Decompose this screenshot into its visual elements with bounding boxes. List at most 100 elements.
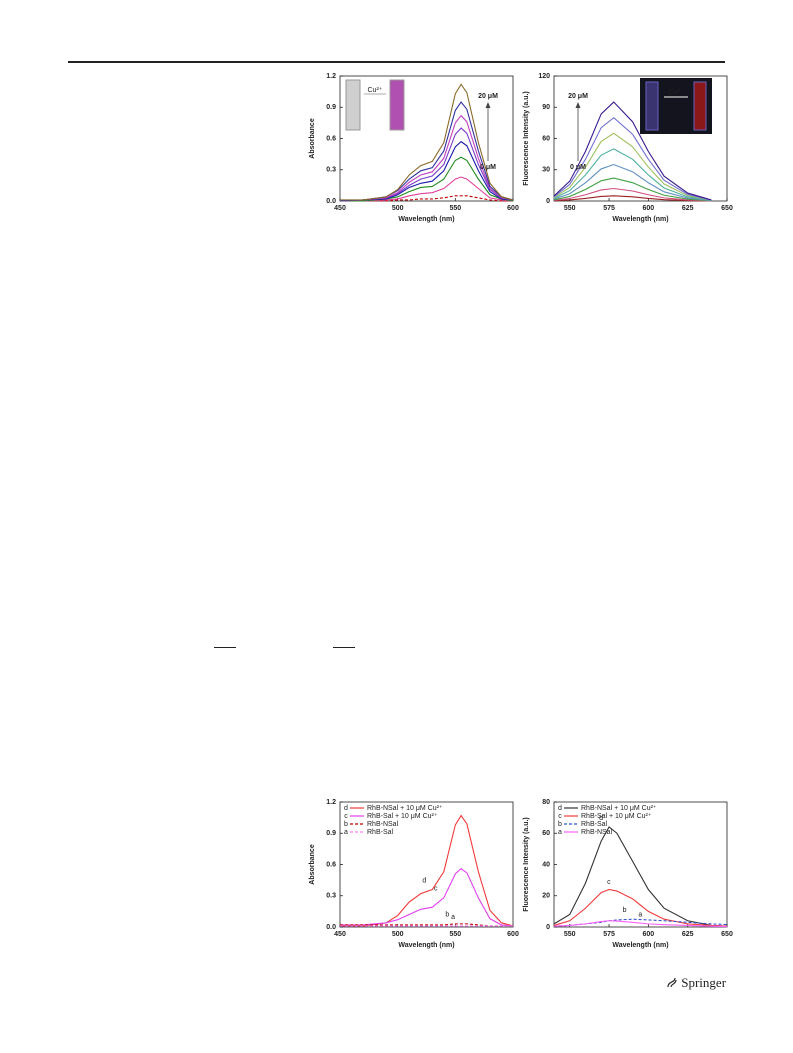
curve-label: b <box>623 907 627 914</box>
y-tick-label: 0 <box>546 924 550 931</box>
y-tick-label: 1.2 <box>326 73 336 80</box>
y-tick-label: 80 <box>542 799 550 806</box>
spectrum-line <box>553 101 712 201</box>
spectrum-line <box>553 826 728 927</box>
x-axis-label: Wavelength (nm) <box>398 216 454 223</box>
legend-letter: d <box>344 805 348 812</box>
legend-entry: RhB-Sal + 10 μM Cu²⁺ <box>367 813 438 820</box>
y-tick-label: 0.3 <box>326 893 336 900</box>
plot-frame <box>553 801 728 928</box>
spectrum-line <box>553 187 712 202</box>
y-axis-label: Fluorescence Intensity (a.u.) <box>523 91 530 186</box>
spectrum-line <box>553 888 728 927</box>
inset-vial <box>645 81 659 131</box>
spectrum-line <box>553 177 712 202</box>
x-tick-label: 500 <box>392 931 404 938</box>
curve-label: b <box>445 912 449 919</box>
spectrum-line <box>340 814 514 927</box>
x-tick-label: 600 <box>643 931 655 938</box>
spectrum-line <box>340 867 514 927</box>
y-tick-label: 0.0 <box>326 198 336 205</box>
curve-label: c <box>434 886 438 893</box>
y-tick-label: 0 <box>546 198 550 205</box>
x-tick-label: 550 <box>449 931 461 938</box>
publisher-logo: Springer <box>666 975 726 991</box>
annotation-arrowhead <box>485 102 491 108</box>
chart-absorbance-comparison: 450 500 550 600 0.0 0.3 0.6 0.9 1.2 Wavelength (n… <box>309 799 519 949</box>
y-tick-label: 20 <box>542 893 550 900</box>
legend-entry: RhB-NSal + 10 μM Cu²⁺ <box>581 805 657 812</box>
curve-label: c <box>607 879 611 886</box>
x-tick-label: 650 <box>721 931 733 938</box>
annotation: 0 μM <box>480 164 496 171</box>
spectrum-line <box>340 83 514 201</box>
curve-label: d <box>599 815 603 822</box>
legend-letter: a <box>344 829 348 836</box>
x-axis-label: Wavelength (nm) <box>612 216 668 223</box>
y-tick-label: 0.3 <box>326 167 336 174</box>
curve-label: a <box>638 912 642 919</box>
x-tick-label: 550 <box>564 931 576 938</box>
header-rule <box>68 61 725 63</box>
inset-vial <box>345 79 361 131</box>
x-tick-label: 450 <box>334 205 346 212</box>
publisher-name: Springer <box>681 975 727 990</box>
chart-fluorescence-comparison: 550 575 600 625 650 0 20 40 60 80 Wavelength (nm) F… <box>523 799 733 949</box>
legend-entry: RhB-NSal <box>367 821 399 828</box>
legend-entry: RhB-Sal <box>581 821 608 828</box>
legend-letter: b <box>558 821 562 828</box>
x-tick-label: 600 <box>643 205 655 212</box>
spectrum-line <box>553 148 712 202</box>
x-tick-label: 625 <box>682 931 694 938</box>
y-axis-label: Absorbance <box>309 844 316 885</box>
x-tick-label: 450 <box>334 931 346 938</box>
y-tick-label: 30 <box>542 167 550 174</box>
spectrum-line <box>340 195 513 202</box>
inset-label: Cu²⁺ <box>368 87 383 94</box>
legend-letter: b <box>344 821 348 828</box>
spectrum-line <box>553 918 728 927</box>
x-tick-label: 500 <box>392 205 404 212</box>
legend-entry: RhB-NSal + 10 μM Cu²⁺ <box>367 805 443 812</box>
legend-entry: RhB-NSal <box>581 829 613 836</box>
x-tick-label: 600 <box>507 931 519 938</box>
annotation: 20 μM <box>478 93 498 100</box>
spectrum-line <box>339 140 514 202</box>
y-tick-label: 0.0 <box>326 924 336 931</box>
spectrum-line <box>339 114 514 202</box>
curve-label: d <box>422 877 426 884</box>
legend-letter: c <box>344 813 348 820</box>
x-tick-label: 550 <box>449 205 461 212</box>
legend-entry: RhB-Sal + 10 μM Cu²⁺ <box>581 813 652 820</box>
y-tick-label: 90 <box>542 104 550 111</box>
x-tick-label: 575 <box>603 931 615 938</box>
y-axis-label: Fluorescence Intensity (a.u.) <box>523 817 530 912</box>
legend-letter: a <box>558 829 562 836</box>
logo-icon <box>667 977 677 988</box>
legend-letter: d <box>558 805 562 812</box>
spectrum-line <box>553 163 712 202</box>
chart-absorbance-titration: Cu²⁺ 450 500 550 600 0.0 0.3 0.6 0.9 1.2 Wavelengt… <box>309 73 519 223</box>
y-tick-label: 60 <box>542 830 550 837</box>
curve-label: a <box>451 914 455 921</box>
y-tick-label: 0.9 <box>326 104 336 111</box>
x-tick-label: 575 <box>603 205 615 212</box>
x-tick-label: 650 <box>721 205 733 212</box>
spectrum-line <box>553 132 712 201</box>
legend-letter: c <box>558 813 562 820</box>
inset-label: Cu²⁺ <box>669 89 684 96</box>
spectrum-line <box>340 176 514 202</box>
y-tick-label: 60 <box>542 135 550 142</box>
fraction-bar <box>214 647 236 648</box>
x-tick-label: 550 <box>564 205 576 212</box>
spectrum-line <box>553 116 712 201</box>
spectrum-line <box>553 195 712 202</box>
inset-vial <box>389 79 405 131</box>
x-tick-label: 625 <box>682 205 694 212</box>
y-tick-label: 0.9 <box>326 830 336 837</box>
y-tick-label: 120 <box>538 73 550 80</box>
x-axis-label: Wavelength (nm) <box>612 942 668 949</box>
annotation-arrowhead <box>575 102 581 108</box>
y-tick-label: 0.6 <box>326 135 336 142</box>
